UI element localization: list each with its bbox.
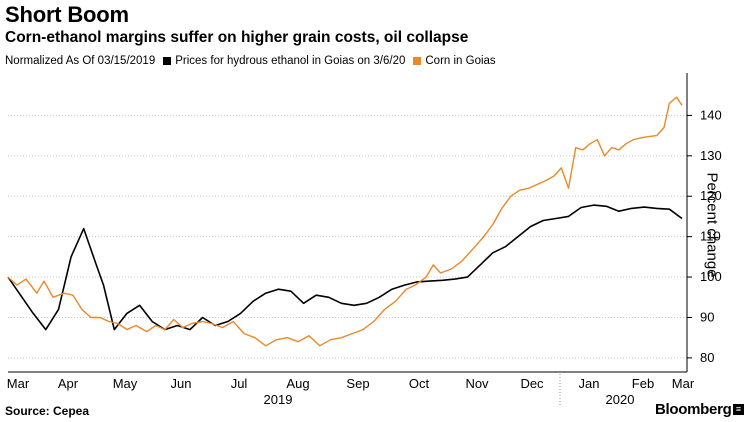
- x-tick-label-6: Sep: [346, 376, 369, 391]
- x-year-label-1: 2020: [606, 392, 635, 407]
- x-tick-label-8: Nov: [465, 376, 489, 391]
- y-axis-label: Percent change: [703, 172, 721, 278]
- x-tick-label-4: Jul: [231, 376, 248, 391]
- x-tick-label-0: Mar: [7, 376, 30, 391]
- y-tick-label-130: 130: [700, 148, 722, 163]
- y-tick-label-90: 90: [700, 309, 714, 324]
- y-tick-label-80: 80: [700, 350, 714, 365]
- x-tick-label-11: Feb: [632, 376, 654, 391]
- legend-swatch-ethanol: [163, 57, 172, 65]
- y-tick-label-110: 110: [700, 229, 721, 244]
- series-line-ethanol: [7, 204, 683, 331]
- legend-label-corn: Corn in Goias: [425, 55, 496, 67]
- x-tick-label-7: Oct: [409, 376, 430, 391]
- legend-label-ethanol: Prices for hydrous ethanol in Goias on 3…: [175, 55, 406, 67]
- x-tick-label-12: Mar: [672, 376, 695, 391]
- y-tick-label-120: 120: [700, 188, 722, 203]
- bloomberg-logo: Bloomberg: [655, 401, 732, 418]
- chart-subtitle: Corn-ethanol margins suffer on higher gr…: [5, 29, 469, 46]
- source-note: Source: Cepea: [5, 404, 90, 418]
- x-tick-label-2: May: [113, 376, 138, 391]
- legend-item-corn: Corn in Goias: [405, 55, 496, 67]
- legend-note: Normalized As Of 03/15/2019: [5, 55, 156, 67]
- x-year-label-0: 2019: [264, 392, 293, 407]
- legend-swatch-corn: [413, 57, 422, 65]
- y-tick-label-140: 140: [700, 107, 722, 122]
- series-line-corn: [7, 96, 683, 347]
- chart-title: Short Boom: [5, 2, 129, 27]
- legend: Normalized As Of 03/15/2019 Prices for h…: [5, 55, 496, 67]
- x-tick-label-3: Jun: [171, 376, 192, 391]
- bloomberg-mark-icon: ≡: [733, 404, 744, 415]
- legend-item-ethanol: Prices for hydrous ethanol in Goias on 3…: [155, 55, 405, 67]
- x-tick-label-1: Apr: [58, 376, 79, 391]
- x-tick-label-5: Aug: [286, 376, 309, 391]
- x-tick-label-9: Dec: [520, 376, 544, 391]
- x-tick-label-10: Jan: [579, 376, 600, 391]
- y-tick-label-100: 100: [700, 269, 722, 284]
